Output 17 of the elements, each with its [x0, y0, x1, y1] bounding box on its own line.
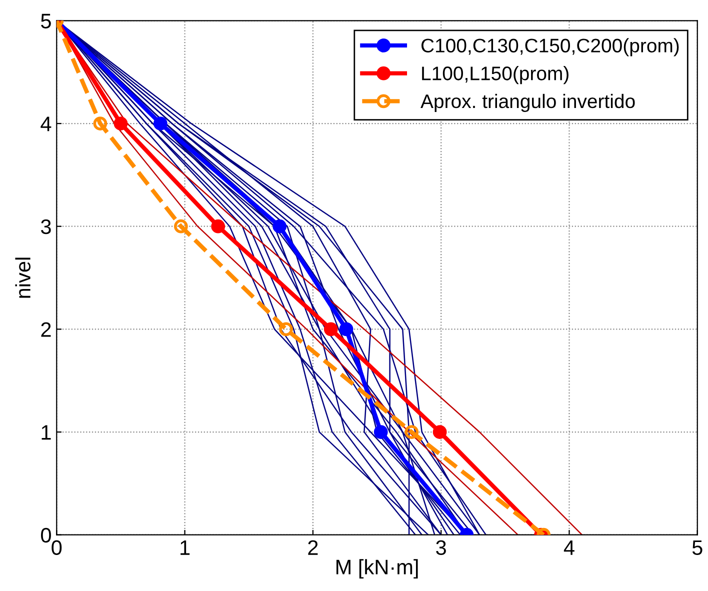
legend-label: Aprox. triangulo invertido	[420, 94, 635, 112]
x-tick-label: 5	[692, 540, 702, 556]
x-tick-label: 0	[52, 540, 62, 556]
x-tick-label: 4	[564, 540, 574, 555]
y-tick-label: 0	[41, 528, 51, 543]
legend-label: C100,C130,C150,C200(prom)	[421, 38, 679, 56]
x-axis-title: M [kN·m]	[336, 559, 418, 579]
y-tick-label: 3	[40, 219, 51, 234]
y-tick-label: 1	[42, 425, 51, 440]
legend-label: L100,L150(prom)	[422, 66, 568, 84]
y-tick-label: 2	[41, 322, 51, 337]
y-tick-label: 5	[41, 14, 51, 28]
x-tick-label: 3	[436, 540, 446, 556]
y-axis-title: nivel	[15, 258, 31, 298]
y-tick-label: 4	[40, 116, 52, 132]
x-tick-label: 1	[180, 540, 190, 555]
x-tick-label: 2	[308, 540, 318, 555]
